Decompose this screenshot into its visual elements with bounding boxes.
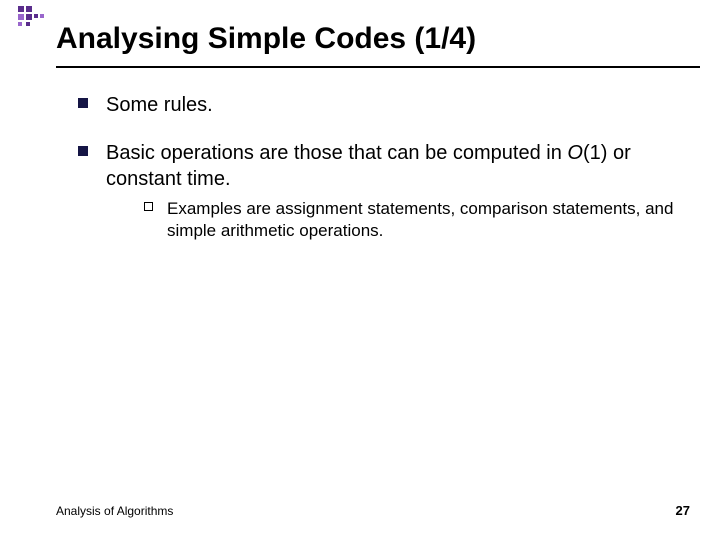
hollow-square-bullet-icon [144,202,153,211]
bullet-text: Examples are assignment statements, comp… [167,198,680,242]
bullet-level1: Basic operations are those that can be c… [78,140,680,242]
slide-content: Some rules. Basic operations are those t… [78,92,680,264]
bullet-level2: Examples are assignment statements, comp… [144,198,680,242]
bullet-text: Some rules. [106,92,213,118]
square-bullet-icon [78,98,88,108]
slide-title: Analysing Simple Codes (1/4) [56,22,476,56]
footer-text: Analysis of Algorithms [56,504,173,518]
bullet-text: Basic operations are those that can be c… [106,140,680,242]
page-number: 27 [676,503,690,518]
title-underline [56,66,700,68]
square-bullet-icon [78,146,88,156]
bullet-level1: Some rules. [78,92,680,118]
slide-logo [18,6,48,30]
